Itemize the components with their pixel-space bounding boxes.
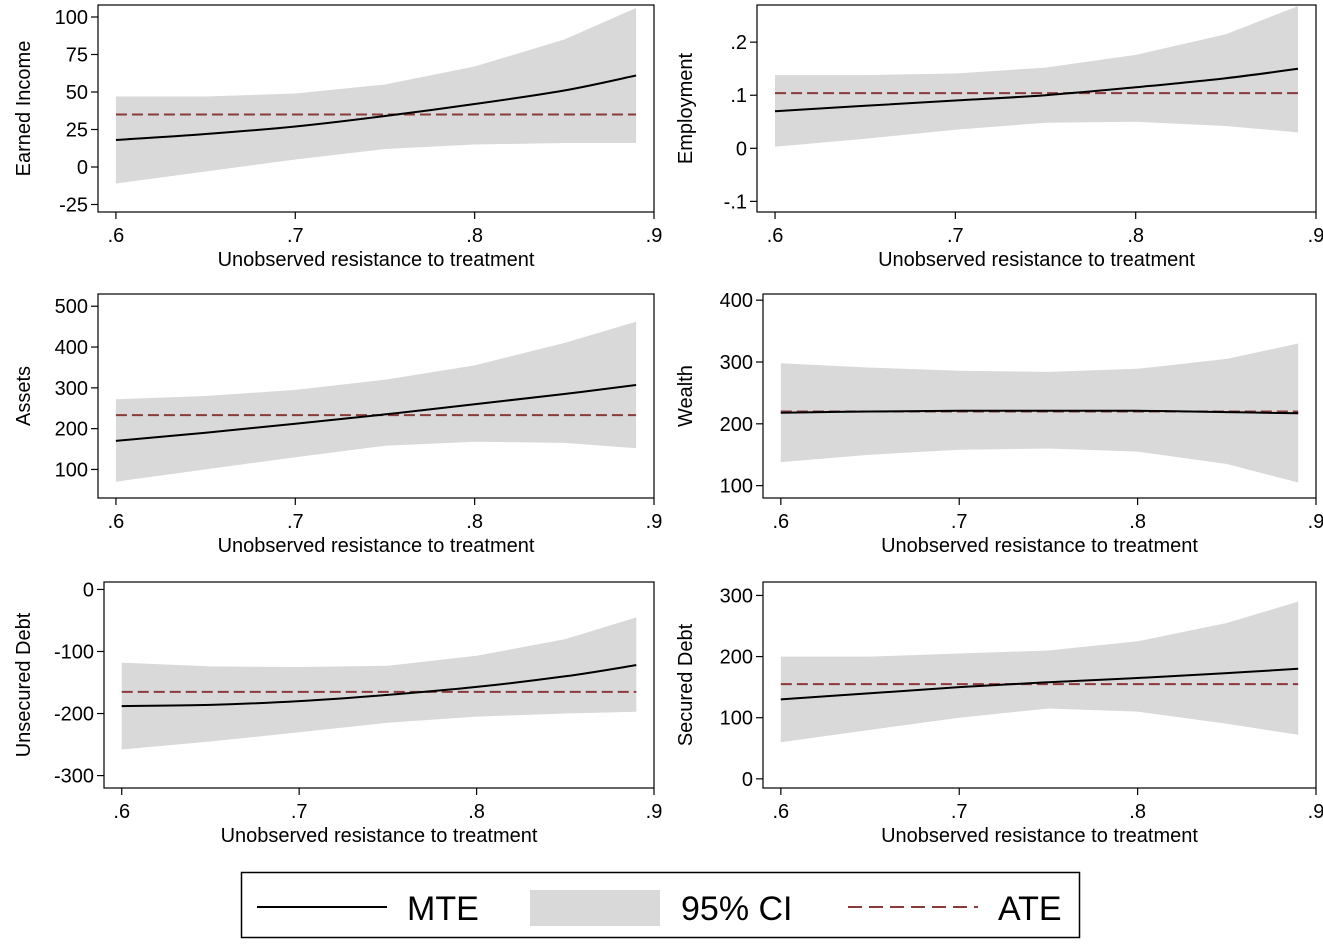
mte-line bbox=[774, 67, 1299, 113]
x-tick-label: .8 bbox=[1129, 801, 1146, 823]
y-tick-label: 500 bbox=[55, 296, 88, 318]
x-axis-label: Unobserved resistance to treatment bbox=[881, 535, 1198, 557]
mte-line bbox=[780, 667, 1299, 701]
y-tick-label: 200 bbox=[720, 647, 753, 669]
y-axis-label: Earned Income bbox=[13, 41, 35, 177]
x-tick-label: .7 bbox=[951, 801, 968, 823]
y-tick-label: 300 bbox=[720, 352, 753, 374]
ci-band bbox=[780, 601, 1299, 743]
y-tick-label: 400 bbox=[720, 290, 753, 312]
legend-ate-label: ATE bbox=[998, 890, 1062, 928]
y-tick-label: 300 bbox=[720, 585, 753, 607]
y-tick-label: -.1 bbox=[724, 191, 747, 213]
x-tick-label: .6 bbox=[108, 511, 125, 533]
y-tick-label: 0 bbox=[77, 157, 88, 179]
plot-frame bbox=[103, 581, 655, 789]
x-tick-label: .7 bbox=[287, 511, 304, 533]
x-tick-label: .9 bbox=[1308, 225, 1323, 247]
ci-band bbox=[115, 321, 637, 482]
x-tick-label: .7 bbox=[951, 511, 968, 533]
x-tick-label: .9 bbox=[646, 225, 663, 247]
y-tick-label: 0 bbox=[736, 138, 747, 160]
ci-band bbox=[775, 6, 1298, 147]
chart-panel: .6 .7 .8 .9 100 200 300 400 500 Unobserved resist… bbox=[13, 293, 663, 557]
mte-line bbox=[115, 384, 637, 442]
ci-band bbox=[780, 343, 1299, 483]
y-tick-label: 300 bbox=[55, 378, 88, 400]
y-tick-label: 25 bbox=[66, 120, 88, 142]
chart-panel: .6 .7 .8 .9 -300 -200 -100 0 Unobserved resistan… bbox=[13, 579, 662, 847]
y-tick-label: 200 bbox=[55, 419, 88, 441]
y-tick-label: 100 bbox=[55, 459, 88, 481]
x-tick-label: .7 bbox=[947, 225, 964, 247]
y-axis-label: Assets bbox=[13, 366, 35, 426]
x-tick-label: .8 bbox=[1127, 225, 1144, 247]
x-axis-label: Unobserved resistance to treatment bbox=[881, 825, 1198, 847]
x-tick-label: .6 bbox=[108, 225, 125, 247]
y-tick-label: 200 bbox=[720, 414, 753, 436]
mte-line bbox=[121, 664, 637, 708]
x-tick-label: .8 bbox=[1129, 511, 1146, 533]
y-tick-label: 100 bbox=[720, 708, 753, 730]
x-axis-label: Unobserved resistance to treatment bbox=[218, 249, 535, 271]
y-tick-label: 50 bbox=[66, 82, 88, 104]
x-tick-label: .6 bbox=[113, 801, 130, 823]
y-tick-label: -25 bbox=[59, 195, 88, 217]
y-tick-label: 100 bbox=[720, 476, 753, 498]
x-tick-label: .6 bbox=[772, 801, 789, 823]
x-tick-label: .8 bbox=[466, 225, 483, 247]
x-axis-label: Unobserved resistance to treatment bbox=[878, 249, 1195, 271]
x-tick-label: .9 bbox=[646, 801, 663, 823]
y-axis-label: Employment bbox=[675, 52, 697, 164]
chart-panel: .6 .7 .8 .9 0 100 200 300 Unobserved resistance … bbox=[675, 581, 1323, 847]
y-tick-label: -100 bbox=[54, 641, 94, 663]
plot-frame bbox=[97, 4, 655, 213]
y-axis-label: Unsecured Debt bbox=[13, 612, 35, 757]
x-tick-label: .6 bbox=[772, 511, 789, 533]
chart-panel: .6 .7 .8 .9 100 200 300 400 Unobserved resistanc… bbox=[675, 290, 1323, 557]
chart-panel: .6 .7 .8 .9 -.1 0 .1 .2 Unobserved resistance to… bbox=[675, 4, 1323, 271]
plot-frame bbox=[762, 581, 1317, 789]
y-tick-label: 0 bbox=[742, 769, 753, 791]
legend: MTE 95% CI ATE bbox=[240, 871, 1081, 939]
x-tick-label: .9 bbox=[1308, 511, 1323, 533]
x-tick-label: .7 bbox=[291, 801, 308, 823]
mte-line bbox=[780, 409, 1299, 415]
y-tick-label: 400 bbox=[55, 337, 88, 359]
y-tick-label: -200 bbox=[54, 704, 94, 726]
x-tick-label: .9 bbox=[646, 511, 663, 533]
plot-frame bbox=[97, 293, 655, 499]
x-axis-label: Unobserved resistance to treatment bbox=[221, 825, 538, 847]
x-tick-label: .8 bbox=[466, 511, 483, 533]
x-tick-label: .8 bbox=[468, 801, 485, 823]
plot-frame bbox=[756, 4, 1317, 213]
legend-mte-label: MTE bbox=[407, 890, 479, 928]
y-tick-label: 75 bbox=[66, 45, 88, 67]
x-axis-label: Unobserved resistance to treatment bbox=[218, 535, 535, 557]
mte-line bbox=[115, 74, 637, 141]
y-tick-label: .2 bbox=[730, 32, 747, 54]
ci-band bbox=[115, 8, 637, 184]
panels: .6 .7 .8 .9 -25 0 25 50 75 100 Unobserved resistan… bbox=[13, 4, 1323, 847]
y-axis-label: Secured Debt bbox=[675, 623, 697, 746]
y-tick-label: 0 bbox=[83, 579, 94, 601]
y-tick-label: -300 bbox=[54, 766, 94, 788]
plot-frame bbox=[762, 293, 1317, 499]
chart-panel: .6 .7 .8 .9 -25 0 25 50 75 100 Unobserved resistan… bbox=[13, 4, 663, 271]
legend-ci-label: 95% CI bbox=[681, 890, 793, 928]
y-tick-label: .1 bbox=[730, 85, 747, 107]
legend-ci-swatch bbox=[530, 890, 660, 926]
y-tick-label: 100 bbox=[55, 7, 88, 29]
x-tick-label: .7 bbox=[287, 225, 304, 247]
x-tick-label: .9 bbox=[1308, 801, 1323, 823]
x-tick-label: .6 bbox=[767, 225, 784, 247]
legend-frame bbox=[240, 871, 1081, 939]
y-axis-label: Wealth bbox=[675, 365, 697, 427]
ci-band bbox=[121, 617, 637, 750]
